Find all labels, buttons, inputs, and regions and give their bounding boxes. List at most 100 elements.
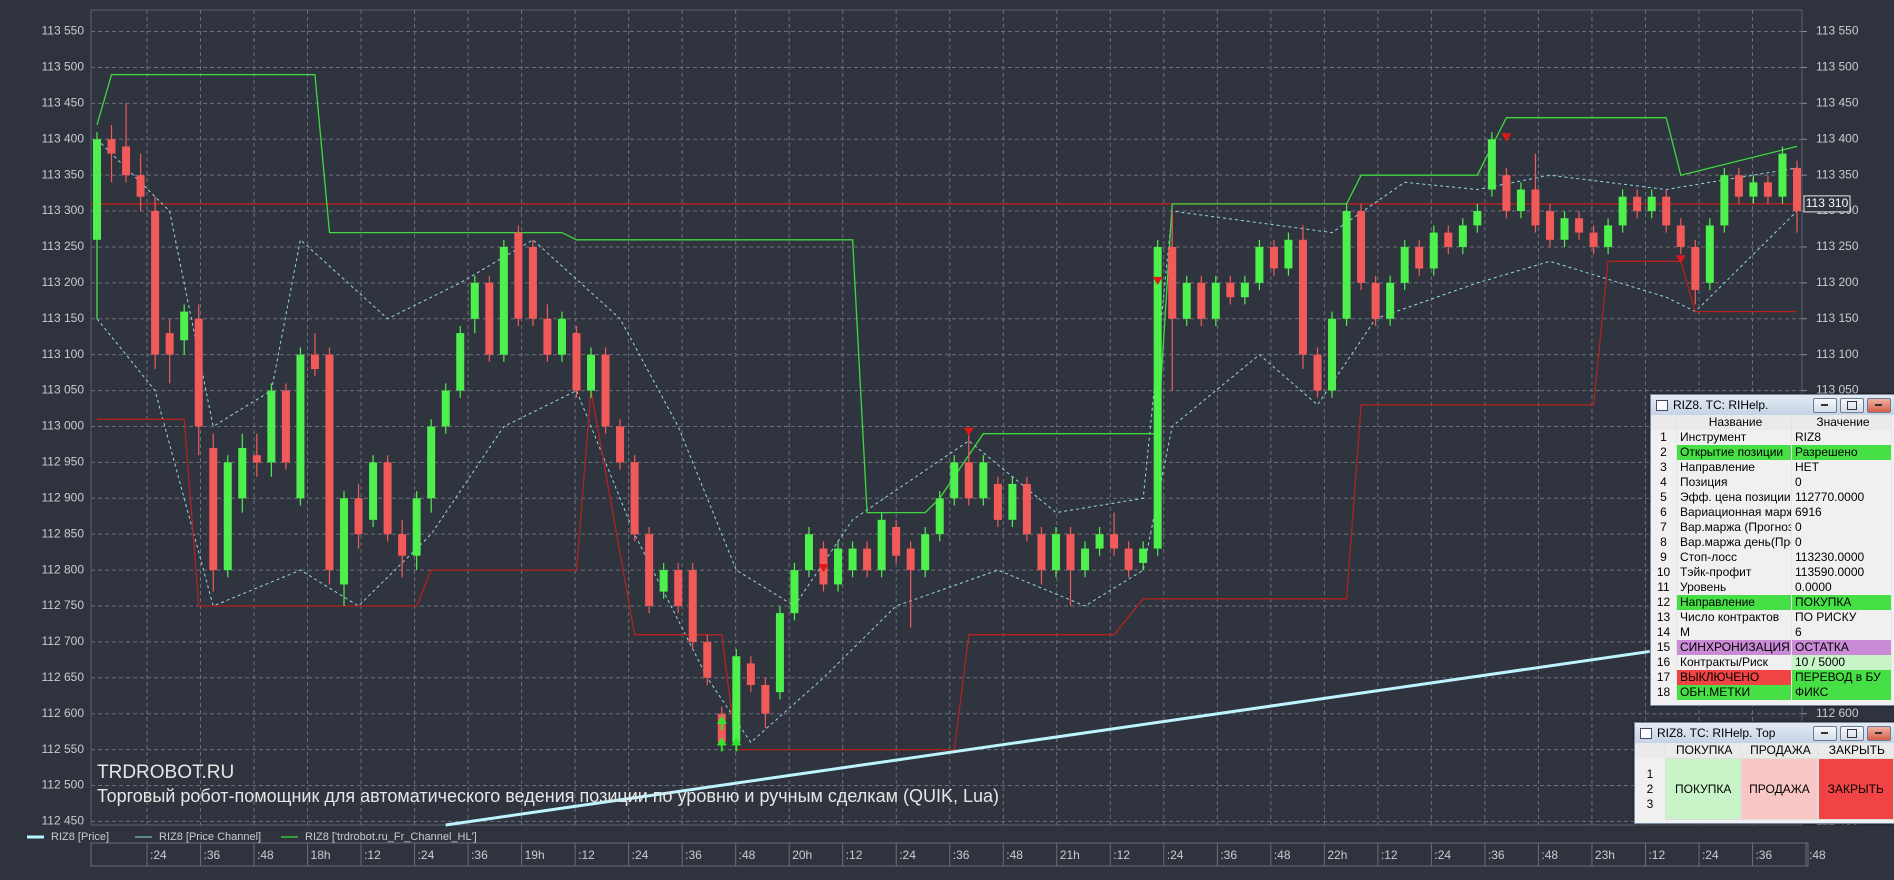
candle-body (398, 534, 407, 556)
action-button[interactable]: ПОКУПКА (1665, 758, 1742, 820)
candle-body (1749, 182, 1758, 197)
x-tick-label: :24 (1167, 848, 1184, 862)
table-row: 3 Направление НЕТ (1651, 460, 1894, 475)
table-row: 8 Вар.маржа день(Прог 0 (1651, 535, 1894, 550)
candle-body (1168, 246, 1177, 319)
candle-body (848, 548, 857, 571)
candle-body (1269, 246, 1278, 269)
table-row: 4 Позиция 0 (1651, 475, 1894, 490)
candle-body (1240, 282, 1249, 298)
maximize-button[interactable] (1840, 398, 1864, 413)
x-tick-label: :48 (1541, 848, 1558, 862)
header-row: ПОКУПКА ПРОДАЖА ЗАКРЫТЬ (1635, 743, 1894, 758)
param-name: Эфф. цена позиции (1677, 490, 1792, 505)
candle-body (252, 455, 261, 463)
y-tick-label-right: 113 400 (1816, 131, 1859, 145)
minimize-button[interactable] (1813, 726, 1837, 741)
x-tick-label: :48 (257, 848, 274, 862)
param-name: СИНХРОНИЗАЦИЯ (1677, 640, 1792, 655)
y-tick-label: 112 550 (42, 742, 85, 756)
candle-body (1720, 175, 1729, 226)
candle-body (470, 282, 479, 319)
header-cell (1635, 743, 1665, 758)
x-tick-label: :12 (364, 848, 381, 862)
price-label: 113 310 (1806, 196, 1849, 210)
x-tick-label: :12 (578, 848, 595, 862)
param-name: Вар.маржа день(Прог (1677, 535, 1792, 550)
row-number: 18 (1651, 685, 1677, 700)
candle-body (1763, 182, 1772, 197)
y-tick-label: 113 400 (42, 131, 85, 145)
header-cell: Название (1677, 415, 1792, 430)
buy-signal (731, 737, 742, 752)
header-cell: Значение (1792, 415, 1892, 430)
window-controls (1813, 726, 1891, 741)
candle-body (1487, 139, 1496, 190)
row-number: 11 (1651, 580, 1677, 595)
x-tick-label: :12 (1648, 848, 1665, 862)
candle-body (1051, 534, 1060, 571)
candle-body (165, 333, 174, 355)
candle-body (993, 483, 1002, 520)
watermark: TRDROBOT.RU (97, 762, 234, 783)
x-tick-label: 21h (1060, 848, 1080, 862)
header-cell: ПОКУПКА (1665, 743, 1742, 758)
window-controls (1813, 398, 1891, 413)
header-row: Название Значение (1651, 415, 1894, 430)
candle-body (1110, 534, 1119, 549)
x-tick-label: :36 (953, 848, 970, 862)
param-value: RIZ8 (1792, 430, 1892, 445)
header-cell: ЗАКРЫТЬ (1817, 743, 1894, 758)
param-name: М (1677, 625, 1792, 640)
candle-body (1429, 232, 1438, 269)
table-row: 12 Направление ПОКУПКА (1651, 595, 1894, 610)
trade-table: ПОКУПКА ПРОДАЖА ЗАКРЫТЬ 1 2 3 ПОКУПКА ПРОДАЖА ЗА… (1635, 743, 1894, 820)
y-tick-label-right: 113 500 (1816, 60, 1859, 74)
candle-body (1328, 318, 1337, 391)
candle-body (950, 462, 959, 499)
candle-body (1095, 534, 1104, 549)
y-tick-label: 113 200 (42, 275, 85, 289)
close-button[interactable] (1867, 398, 1891, 413)
row-number: 1 (1651, 430, 1677, 445)
candle-body (1502, 175, 1511, 212)
maximize-button[interactable] (1840, 726, 1864, 741)
action-button[interactable]: ПРОДАЖА (1741, 758, 1818, 820)
title-bar[interactable]: RIZ8. ТС: RIHelp. Тор (1635, 723, 1894, 743)
y-tick-label: 112 950 (42, 455, 85, 469)
row-number: 5 (1651, 490, 1677, 505)
window-title: RIZ8. ТС: RIHelp. Тор (1657, 726, 1776, 740)
param-value: 6 (1792, 625, 1892, 640)
window-icon (1656, 400, 1668, 411)
params-window[interactable]: RIZ8. ТС: RIHelp. Название Значение 1 Инстр… (1650, 394, 1894, 706)
param-name: Вар.маржа (Прогноз) (1677, 520, 1792, 535)
param-value: 0.0000 (1792, 580, 1892, 595)
table-row: 2 Открытие позиции Разрешено (1651, 445, 1894, 460)
plot-area (90, 9, 1803, 826)
action-button[interactable]: ЗАКРЫТЬ (1817, 758, 1894, 820)
candle-body (630, 462, 639, 535)
y-tick-label: 113 100 (42, 347, 85, 361)
param-value: 0 (1792, 520, 1892, 535)
y-tick-label: 112 700 (42, 634, 85, 648)
candle-body (1022, 483, 1031, 535)
candle-body (180, 311, 189, 341)
candle-body (1778, 153, 1787, 197)
param-value: 0 (1792, 535, 1892, 550)
close-button[interactable] (1867, 726, 1891, 741)
candle-body (1226, 282, 1235, 298)
candle-body (1284, 239, 1293, 269)
trade-window[interactable]: RIZ8. ТС: RIHelp. Тор ПОКУПКА ПРОДАЖА ЗАКР… (1634, 722, 1894, 824)
trade-body: 1 2 3 ПОКУПКА ПРОДАЖА ЗАКРЫТЬ (1635, 758, 1894, 820)
y-tick-label: 112 450 (42, 814, 85, 828)
candle-body (136, 175, 145, 197)
channel-line (445, 647, 1667, 827)
candle-body (1662, 196, 1671, 226)
y-tick-label: 112 600 (42, 706, 85, 720)
row-number: 16 (1651, 655, 1677, 670)
candle-body (267, 390, 276, 463)
minimize-button[interactable] (1813, 398, 1837, 413)
title-bar[interactable]: RIZ8. ТС: RIHelp. (1651, 395, 1894, 415)
